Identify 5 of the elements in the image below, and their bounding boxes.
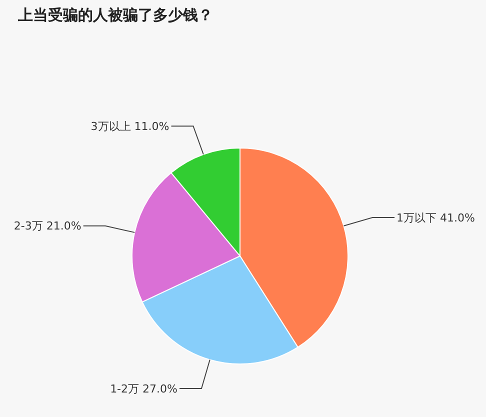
slice-label: 2-3万 21.0% <box>14 220 82 233</box>
slice-label: 1-2万 27.0% <box>110 382 178 396</box>
chart-title: 上当受骗的人被骗了多少钱？ <box>17 6 213 24</box>
slice-label: 1万以下 41.0% <box>396 211 475 224</box>
slice-label: 3万以上 11.0% <box>90 120 170 134</box>
